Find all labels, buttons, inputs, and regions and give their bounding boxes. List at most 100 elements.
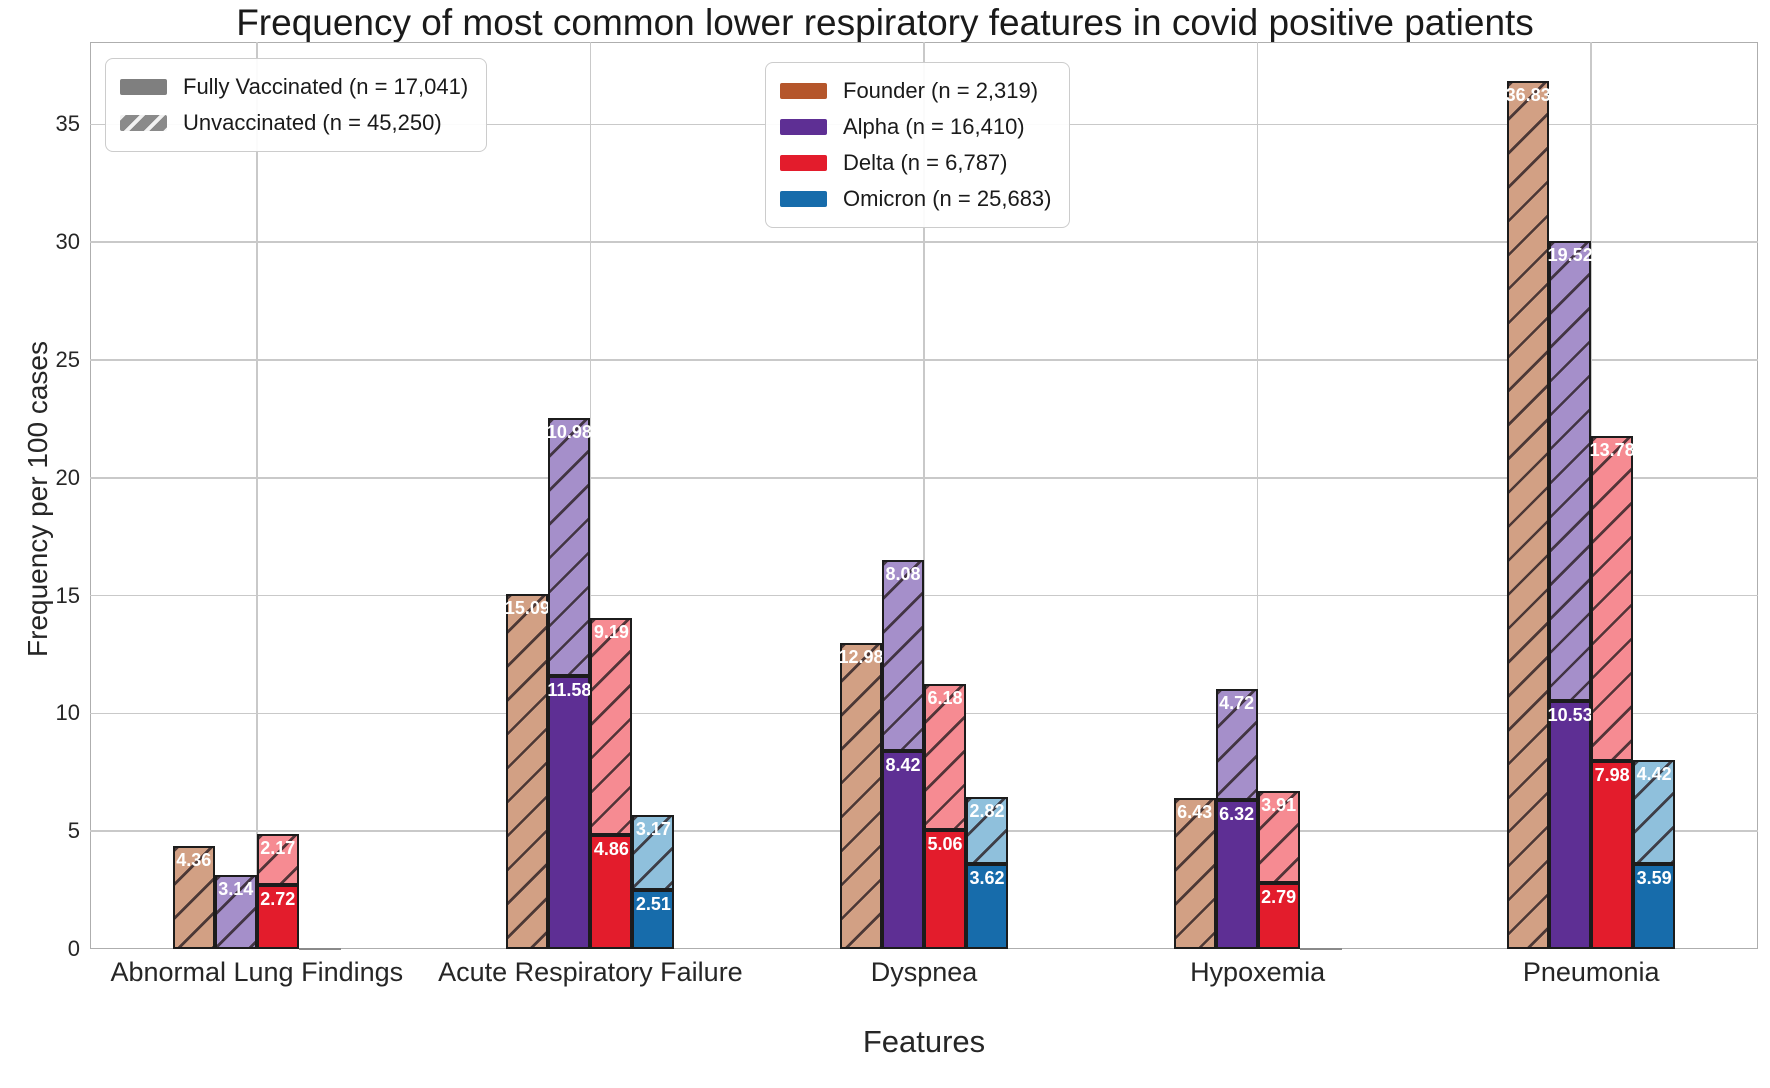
- bar-value-label: 4.86: [593, 838, 629, 859]
- bar-segment-vaccinated: [1257, 883, 1300, 949]
- legend-label: Unvaccinated (n = 45,250): [183, 110, 442, 135]
- bar-segment-unvaccinated: [924, 684, 966, 830]
- bar-segment-unvaccinated: [1257, 791, 1300, 884]
- bar-value-label: 13.78: [1589, 440, 1635, 461]
- legend-vaccination: Fully Vaccinated (n = 17,041) Unvaccinat…: [105, 58, 488, 152]
- bar-value-label: 4.72: [1219, 692, 1255, 713]
- legend-label: Delta (n = 6,787): [843, 150, 1008, 175]
- bar-value-label: 6.43: [1177, 801, 1213, 822]
- bar-value-label: 4.36: [176, 850, 212, 871]
- founder-swatch-icon: [780, 83, 827, 99]
- bar-value-label: 12.98: [838, 647, 884, 668]
- y-tick-label: 10: [55, 700, 80, 726]
- bar-segment-unvaccinated: [1299, 947, 1342, 950]
- gridline-vertical: [256, 42, 258, 949]
- bar-segment-vaccinated: [1215, 800, 1258, 949]
- bar-segment-vaccinated: [924, 829, 966, 949]
- bar-segment-unvaccinated: [548, 417, 591, 677]
- bar-segment-unvaccinated: [1633, 760, 1676, 865]
- omicron-swatch-icon: [780, 191, 827, 207]
- bar-segment-vaccinated: [1591, 761, 1634, 949]
- bar-segment-unvaccinated: [256, 833, 299, 885]
- bar-segment-unvaccinated: [172, 846, 215, 949]
- y-tick-label: 0: [67, 936, 80, 961]
- bar-segment-unvaccinated: [1549, 241, 1592, 701]
- bar-value-label: 7.98: [1594, 765, 1630, 785]
- gridline-vertical: [589, 42, 592, 949]
- legend-label: Alpha (n = 16,410): [843, 114, 1025, 139]
- alpha-swatch-icon: [780, 119, 827, 135]
- bar-segment-vaccinated: [1633, 864, 1676, 949]
- gridline-vertical: [923, 42, 925, 949]
- bar-segment-vaccinated: [1549, 700, 1592, 949]
- bar-segment-vaccinated: [548, 676, 591, 949]
- bar-segment-vaccinated: [632, 889, 675, 949]
- legend-item-founder: Founder (n = 2,319): [780, 73, 1051, 109]
- legend-label: Founder (n = 2,319): [843, 78, 1039, 103]
- bar-value-label: 8.42: [885, 754, 921, 775]
- gridline-vertical: [1256, 42, 1259, 949]
- bar-segment-unvaccinated: [840, 643, 882, 949]
- legend-variants: Founder (n = 2,319) Alpha (n = 16,410) D…: [765, 62, 1071, 228]
- y-tick-label: 25: [55, 347, 80, 373]
- y-tick-label: 30: [55, 229, 80, 255]
- y-tick-label: 5: [67, 818, 80, 844]
- bar-value-label: 11.58: [547, 680, 592, 701]
- bar-value-label: 19.52: [1547, 245, 1593, 266]
- bar-segment-unvaccinated: [298, 947, 341, 950]
- bar-value-label: 6.18: [927, 688, 963, 709]
- bar-segment-vaccinated: [882, 750, 924, 949]
- y-tick-label: 35: [55, 111, 80, 137]
- bar-value-label: 6.32: [1219, 804, 1255, 825]
- bar-segment-unvaccinated: [1507, 81, 1550, 949]
- legend-item-alpha: Alpha (n = 16,410): [780, 109, 1051, 145]
- x-tick-label: Abnormal Lung Findings: [110, 957, 404, 987]
- legend-item-delta: Delta (n = 6,787): [780, 145, 1051, 181]
- bar-segment-vaccinated: [966, 863, 1008, 949]
- bar-value-label: 3.59: [1636, 868, 1672, 889]
- x-tick-label: Acute Respiratory Failure: [438, 957, 743, 987]
- bar-value-label: 3.14: [218, 879, 254, 900]
- bar-value-label: 3.62: [969, 867, 1005, 888]
- legend-item-unvaccinated: Unvaccinated (n = 45,250): [120, 105, 468, 141]
- solid-swatch-icon: [120, 79, 167, 95]
- bar-value-label: 5.06: [927, 833, 963, 854]
- chart-title: Frequency of most common lower respirato…: [236, 2, 1534, 43]
- bar-value-label: 3.91: [1261, 795, 1297, 816]
- bar-segment-vaccinated: [590, 834, 633, 949]
- bar-segment-unvaccinated: [214, 875, 257, 949]
- bar-value-label: 10.53: [1547, 704, 1593, 725]
- bar-segment-unvaccinated: [882, 560, 924, 751]
- x-tick-label: Pneumonia: [1522, 957, 1660, 987]
- x-axis-label: Features: [862, 1024, 986, 1059]
- bar-segment-unvaccinated: [632, 815, 675, 890]
- bar-value-label: 2.51: [635, 893, 671, 914]
- y-tick-label: 15: [55, 582, 80, 608]
- bar-segment-unvaccinated: [1215, 688, 1258, 801]
- y-tick-label: 20: [55, 464, 80, 490]
- legend-label: Omicron (n = 25,683): [843, 186, 1052, 211]
- x-tick-label: Dyspnea: [870, 957, 978, 987]
- bar-segment-unvaccinated: [506, 593, 549, 949]
- bar-value-label: 9.19: [593, 622, 629, 642]
- legend-item-omicron: Omicron (n = 25,683): [780, 181, 1051, 217]
- bar-value-label: 2.82: [969, 801, 1005, 822]
- bar-value-label: 10.98: [546, 421, 592, 442]
- bar-value-label: 4.42: [1636, 764, 1672, 785]
- bar-value-label: 2.72: [260, 888, 296, 909]
- legend-item-fully-vaccinated: Fully Vaccinated (n = 17,041): [120, 69, 468, 105]
- bar-value-label: 3.17: [635, 819, 671, 840]
- bar-segment-vaccinated: [256, 884, 299, 949]
- bar-segment-unvaccinated: [1173, 797, 1216, 949]
- bar-value-label: 36.83: [1505, 85, 1551, 106]
- y-axis-label: Frequency per 100 cases: [22, 341, 53, 657]
- bar-value-label: 2.79: [1261, 887, 1297, 908]
- delta-swatch-icon: [780, 155, 827, 171]
- bar-value-label: 8.08: [885, 564, 921, 585]
- bar-segment-unvaccinated: [1591, 436, 1634, 761]
- bar-value-label: 2.17: [260, 837, 296, 858]
- bar-segment-unvaccinated: [590, 618, 633, 835]
- bar-segment-unvaccinated: [966, 797, 1008, 864]
- x-tick-label: Hypoxemia: [1190, 957, 1326, 987]
